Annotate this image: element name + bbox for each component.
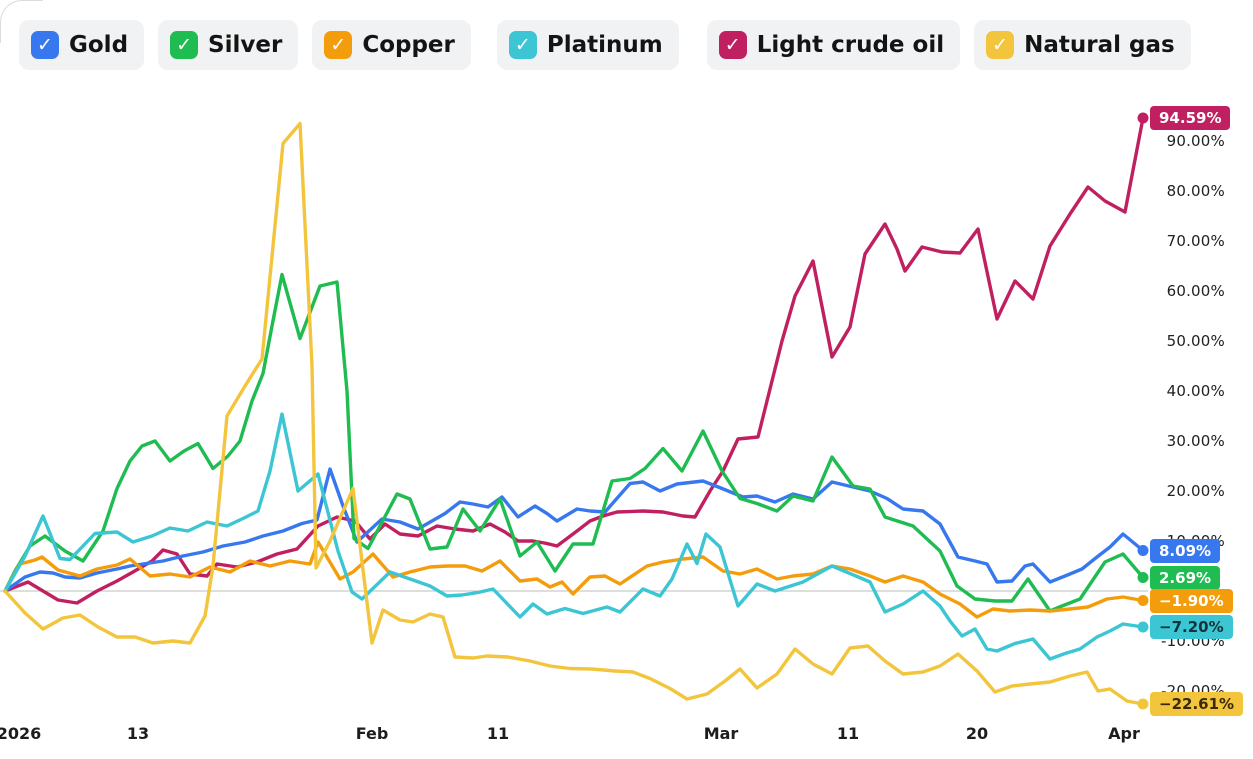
series-end-dot-natural-gas	[1137, 698, 1149, 710]
legend-label: Platinum	[546, 32, 663, 58]
x-tick-label: 20	[965, 724, 989, 743]
legend-chip-copper[interactable]: ✓ Copper	[312, 20, 471, 70]
y-tick-label: 50.00%	[1166, 332, 1225, 350]
y-tick-label: 70.00%	[1166, 232, 1225, 250]
y-tick-label: 60.00%	[1166, 282, 1225, 300]
series-line-silver	[3, 272, 1145, 613]
legend-chip-light-crude-oil[interactable]: ✓ Light crude oil	[706, 20, 961, 70]
y-tick-label: 30.00%	[1166, 432, 1225, 450]
y-tick-label: 90.00%	[1166, 132, 1225, 150]
x-tick-label: 2026	[0, 724, 42, 743]
series-line-gold	[3, 467, 1145, 593]
legend-chip-silver[interactable]: ✓ Silver	[158, 20, 299, 70]
checkbox-checked-icon[interactable]: ✓	[986, 31, 1015, 59]
legend-label: Gold	[69, 32, 129, 58]
x-tick-label: Apr	[1108, 724, 1140, 743]
value-badge-gold: 8.09%	[1150, 538, 1221, 563]
x-tick-label: 11	[486, 724, 510, 743]
legend-chip-natural-gas[interactable]: ✓ Natural gas	[974, 20, 1191, 70]
series-end-dot-platinum	[1137, 621, 1149, 633]
y-tick-label: 40.00%	[1166, 382, 1225, 400]
series-end-dot-gold	[1137, 545, 1149, 556]
value-badge-copper: −1.90%	[1150, 588, 1233, 613]
legend-label: Light crude oil	[756, 32, 945, 58]
value-badge-platinum: −7.20%	[1150, 615, 1233, 639]
series-line-platinum	[3, 412, 1145, 661]
legend-chip-gold[interactable]: ✓ Gold	[19, 20, 145, 70]
y-tick-label: 80.00%	[1166, 182, 1225, 200]
series-end-dot-copper	[1137, 595, 1149, 606]
series-line-natural-gas	[3, 121, 1145, 706]
checkbox-checked-icon[interactable]: ✓	[31, 31, 59, 59]
value-badge-silver: 2.69%	[1150, 565, 1221, 590]
x-tick-label: Mar	[703, 724, 739, 743]
legend-label: Copper	[362, 32, 455, 58]
legend: ✓ Gold ✓ Silver ✓ Copper ✓ Platinum ✓ Li…	[19, 20, 1191, 70]
x-tick-label: 11	[836, 724, 860, 743]
checkbox-checked-icon[interactable]: ✓	[170, 31, 199, 59]
checkbox-checked-icon[interactable]: ✓	[508, 31, 537, 59]
value-badge-light-crude-oil: 94.59%	[1150, 106, 1231, 131]
legend-chip-platinum[interactable]: ✓ Platinum	[496, 20, 679, 70]
x-tick-label: 13	[126, 724, 150, 743]
x-tick-label: Feb	[355, 724, 389, 743]
y-tick-label: 20.00%	[1166, 482, 1225, 500]
legend-label: Natural gas	[1024, 32, 1175, 58]
legend-label: Silver	[208, 32, 283, 58]
value-badge-natural-gas: −22.61%	[1150, 692, 1244, 717]
series-end-dot-light-crude-oil	[1137, 112, 1149, 124]
series-line-copper	[3, 540, 1145, 619]
checkbox-checked-icon[interactable]: ✓	[324, 31, 353, 59]
checkbox-checked-icon[interactable]: ✓	[718, 31, 747, 59]
series-end-dot-silver	[1137, 572, 1149, 583]
